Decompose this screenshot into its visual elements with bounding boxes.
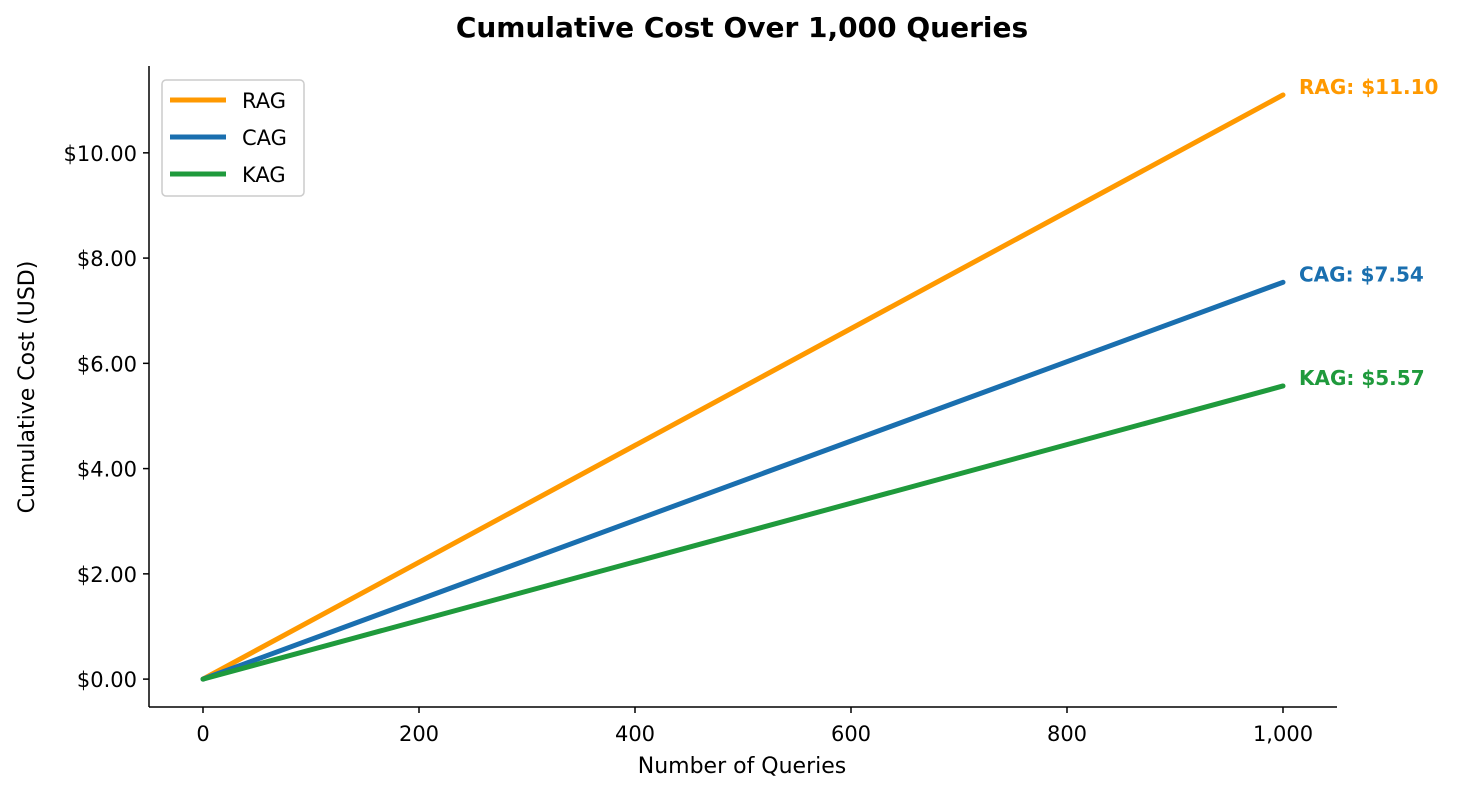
x-tick-label: 600 — [831, 722, 871, 746]
y-tick-label: $2.00 — [77, 563, 137, 587]
y-tick-label: $6.00 — [77, 352, 137, 376]
series-line-kag — [200, 383, 1286, 682]
legend-label-kag: KAG — [242, 163, 286, 187]
end-label-kag: KAG: $5.57 — [1299, 366, 1425, 390]
legend: RAG CAG KAG — [161, 79, 305, 197]
x-ticks: 0 200 400 600 800 1,000 — [196, 707, 1313, 746]
series-line-cag — [200, 279, 1286, 682]
end-label-rag: RAG: $11.10 — [1299, 75, 1438, 99]
y-tick-label: $4.00 — [77, 458, 137, 482]
end-labels: RAG: $11.10 CAG: $7.54 KAG: $5.57 — [1299, 75, 1438, 390]
y-axis-label: Cumulative Cost (USD) — [15, 261, 40, 514]
y-tick-label: $0.00 — [77, 668, 137, 692]
x-tick-label: 800 — [1047, 722, 1087, 746]
x-tick-label: 1,000 — [1253, 722, 1313, 746]
x-tick-label: 400 — [615, 722, 655, 746]
legend-box — [161, 79, 305, 197]
x-tick-label: 200 — [399, 722, 439, 746]
series-lines — [200, 92, 1286, 682]
legend-label-cag: CAG — [242, 126, 287, 150]
y-ticks: $0.00 $2.00 $4.00 $6.00 $8.00 $10.00 — [64, 142, 149, 692]
legend-entries: RAG CAG KAG — [170, 89, 287, 187]
legend-label-rag: RAG — [242, 89, 286, 113]
series-line-rag — [200, 92, 1286, 682]
end-label-cag: CAG: $7.54 — [1299, 262, 1424, 286]
y-tick-label: $10.00 — [64, 142, 137, 166]
x-axis-label: Number of Queries — [638, 754, 847, 779]
x-tick-label: 0 — [196, 722, 209, 746]
chart-title: Cumulative Cost Over 1,000 Queries — [456, 11, 1028, 44]
axes — [148, 66, 1337, 708]
y-tick-label: $8.00 — [77, 247, 137, 271]
